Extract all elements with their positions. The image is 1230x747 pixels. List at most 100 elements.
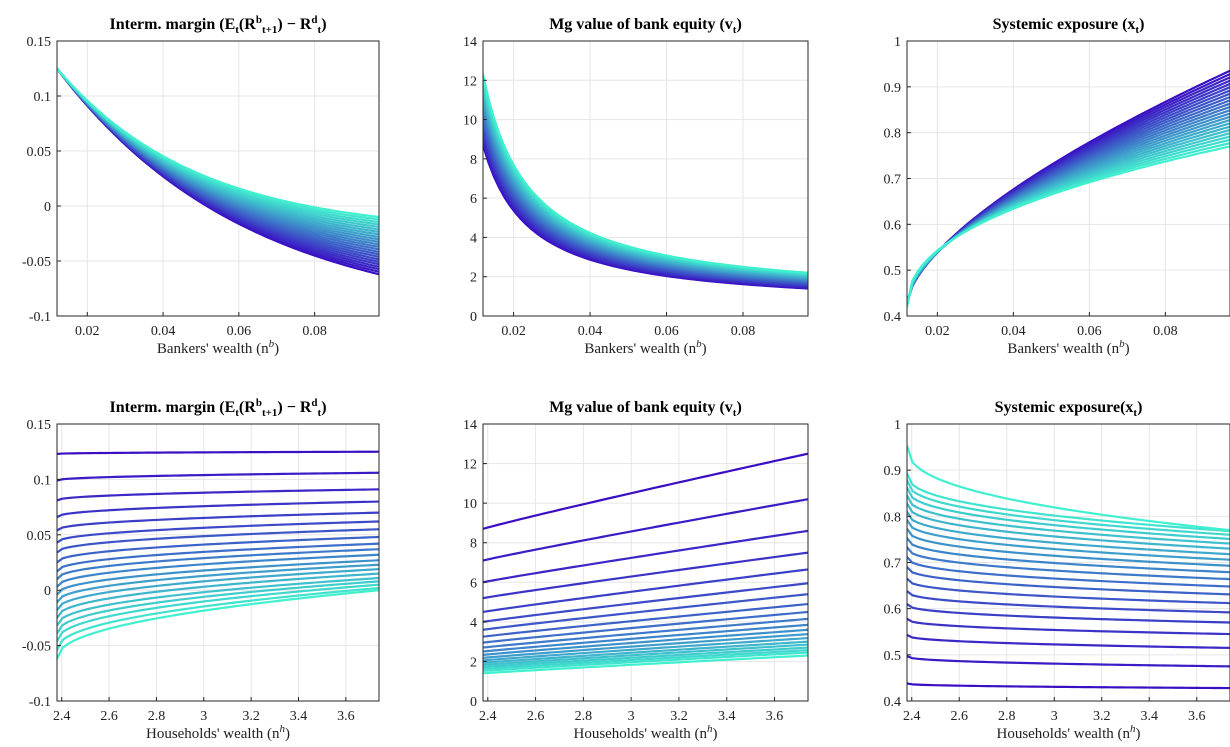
y-tick-label: 6 xyxy=(470,192,477,207)
series-line xyxy=(57,572,379,619)
x-tick-label: 2.6 xyxy=(527,709,545,724)
x-tick-label: 0.08 xyxy=(1153,324,1178,339)
x-tick-label: 0.02 xyxy=(501,324,526,339)
series-line xyxy=(907,527,1230,567)
y-tick-label: 0.5 xyxy=(884,649,902,664)
series-line xyxy=(483,582,808,623)
series-line xyxy=(907,494,1230,545)
x-axis-label: Bankers' wealth (nb) xyxy=(584,338,706,357)
series-line xyxy=(57,586,379,652)
title-part: Mg value of bank equity ( xyxy=(549,16,725,33)
y-tick-label: 8 xyxy=(470,537,477,552)
x-tick-label: 0.02 xyxy=(925,324,950,339)
y-tick-label: 6 xyxy=(470,576,477,591)
x-axis-label-sup: b xyxy=(269,338,275,350)
y-tick-label: 0 xyxy=(44,200,51,215)
series-line xyxy=(483,88,808,278)
chart-title: Interm. margin (Et(Rbt+1) − Rdt) xyxy=(109,14,326,36)
y-tick-label: 0.1 xyxy=(34,90,52,105)
title-part: t xyxy=(1135,24,1139,36)
series-line xyxy=(907,546,1230,581)
series-line xyxy=(907,122,1230,307)
y-tick-label: -0.05 xyxy=(22,255,51,270)
series-group xyxy=(57,450,379,660)
title-part: Interm. margin ( xyxy=(109,16,224,33)
chart-title: Mg value of bank equity (vt) xyxy=(549,16,742,36)
series-line xyxy=(483,79,808,276)
series-line xyxy=(57,67,379,219)
y-tick-label: 8 xyxy=(470,153,477,168)
series-group xyxy=(57,67,379,276)
chart-title: Systemic exposure(xt) xyxy=(995,399,1143,419)
x-axis-label-text: Bankers' wealth (n xyxy=(157,341,269,357)
series-line xyxy=(57,511,379,532)
title-part: v xyxy=(725,16,733,33)
series-line xyxy=(907,555,1230,588)
series-line xyxy=(907,112,1230,306)
series-line xyxy=(57,471,379,482)
y-tick-label: -0.1 xyxy=(29,310,51,325)
title-part: (R xyxy=(239,399,256,416)
x-axis-label-close: ) xyxy=(702,341,707,357)
series-line xyxy=(57,576,379,627)
y-tick-label: 2 xyxy=(470,655,477,670)
x-tick-label: 3 xyxy=(628,709,635,724)
x-tick-label: 3.6 xyxy=(766,709,784,724)
series-group xyxy=(907,69,1230,308)
title-part: x xyxy=(1127,16,1135,33)
x-axis-label-close: ) xyxy=(285,726,290,742)
title-part: t xyxy=(318,407,322,419)
y-tick-label: 2 xyxy=(470,271,477,286)
series-line xyxy=(483,551,808,600)
series-line xyxy=(907,536,1230,574)
panel-p2: 0.02 0.04 0.06 0.08 0 2 4 6 8 10 12 14 Mg value of b… xyxy=(463,16,809,357)
title-part: R xyxy=(300,16,312,33)
series-line xyxy=(57,553,379,588)
series-line xyxy=(483,633,808,659)
title-part: t xyxy=(733,407,737,419)
series-line xyxy=(483,649,808,671)
x-tick-label: 0.06 xyxy=(654,324,679,339)
y-tick-label: 0.7 xyxy=(884,173,902,188)
x-axis-label-text: Bankers' wealth (n xyxy=(1007,341,1119,357)
x-tick-label: 2.8 xyxy=(148,709,166,724)
series-line xyxy=(483,617,808,649)
y-tick-label: 1 xyxy=(894,35,901,50)
series-line xyxy=(483,76,808,275)
x-tick-label: 0.06 xyxy=(227,324,252,339)
series-line xyxy=(57,520,379,544)
axes-frame xyxy=(56,423,380,702)
x-axis-label-text: Households' wealth (n xyxy=(573,726,707,742)
x-tick-label: 3.2 xyxy=(1093,709,1111,724)
axes-frame xyxy=(482,423,809,702)
title-part: b xyxy=(256,14,262,26)
series-line xyxy=(483,628,808,656)
x-axis-label-text: Households' wealth (n xyxy=(146,726,280,742)
chart-title: Systemic exposure (xt) xyxy=(993,16,1145,36)
y-tick-label: -0.05 xyxy=(22,640,51,655)
y-tick-label: 0.8 xyxy=(884,510,902,525)
x-tick-label: 0.04 xyxy=(1001,324,1026,339)
series-line xyxy=(57,548,379,581)
series-line xyxy=(57,568,379,612)
x-tick-label: 2.4 xyxy=(903,709,921,724)
series-line xyxy=(483,85,808,277)
title-part: x xyxy=(1125,399,1133,416)
series-line xyxy=(483,73,808,274)
series-line xyxy=(907,486,1230,541)
panel-p6: 2.4 2.6 2.8 3 3.2 3.4 3.6 0.4 0.5 0.6 0.7 0.8 0.9 1 Sy… xyxy=(884,399,1230,742)
title-part: ) xyxy=(1137,399,1142,416)
series-line xyxy=(907,682,1230,690)
series-line xyxy=(57,559,379,596)
x-axis-label-sup: h xyxy=(280,723,286,735)
y-tick-label: 0 xyxy=(470,310,477,325)
x-tick-label: 3 xyxy=(200,709,207,724)
chart-title: Interm. margin (Et(Rbt+1) − Rdt) xyxy=(109,397,326,419)
y-tick-label: 0.05 xyxy=(27,529,52,544)
x-tick-label: 2.8 xyxy=(998,709,1016,724)
title-part: d xyxy=(311,397,317,409)
series-line xyxy=(907,617,1230,636)
title-part: E xyxy=(225,399,236,416)
y-tick-label: 0.7 xyxy=(884,557,902,572)
